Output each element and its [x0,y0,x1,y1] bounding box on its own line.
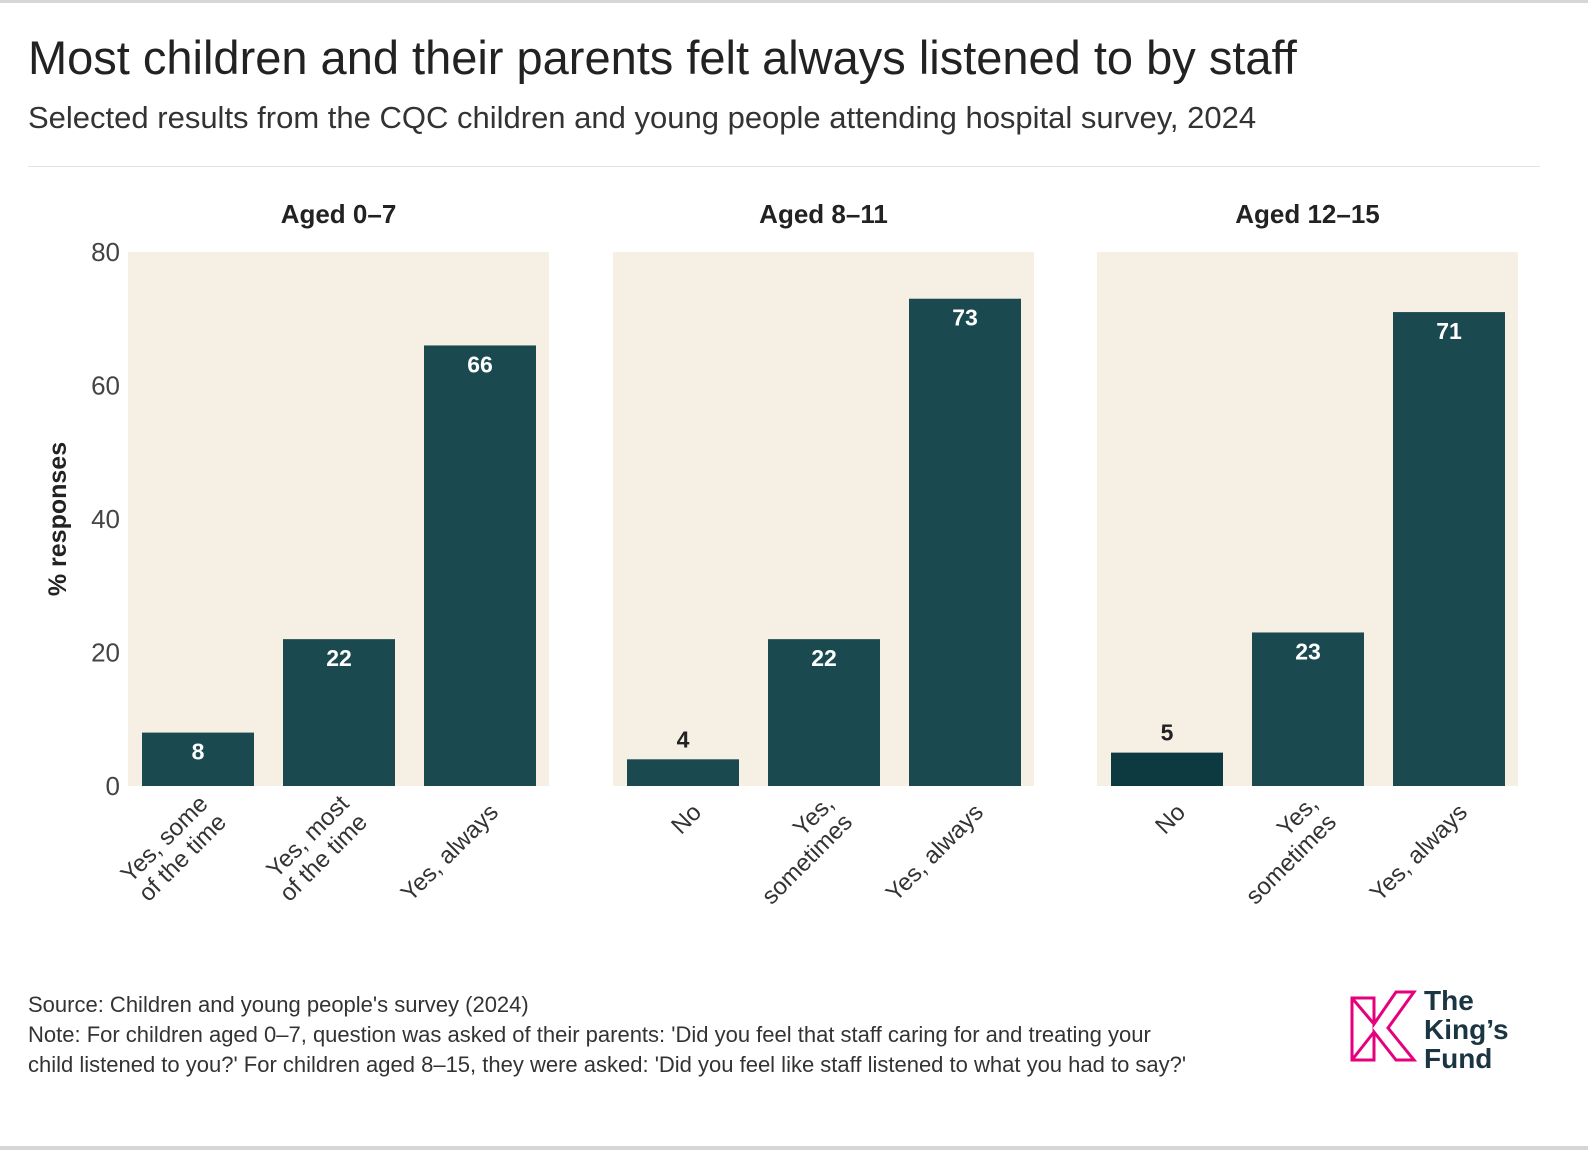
bar [1252,632,1364,786]
data-label: 23 [1295,638,1321,664]
bar [424,345,536,786]
panel-title: Aged 0–7 [281,199,397,229]
bar [1111,752,1223,786]
bar [768,639,880,786]
x-tick-label: Yes, always [396,799,504,907]
y-tick-label: 0 [106,771,120,801]
panel-title: Aged 12–15 [1235,199,1380,229]
chart-title: Most children and their parents felt alw… [28,31,1297,84]
x-tick-label-line: Yes, always [881,799,989,907]
y-tick-label: 20 [91,638,120,668]
bottom-rule [0,1146,1588,1150]
x-tick-label: Yes, mostof the time [256,790,373,907]
panel-title: Aged 8–11 [759,199,888,229]
data-label: 22 [811,645,837,671]
data-label: 5 [1161,720,1174,746]
y-axis-label: % responses [44,442,72,596]
y-tick-label: 60 [91,371,120,401]
bar [909,298,1021,786]
logo-wordmark: The King’s Fund [1424,986,1509,1073]
data-label: 22 [326,645,352,671]
chart-subtitle: Selected results from the CQC children a… [28,100,1257,135]
x-tick-label: Yes, always [881,799,989,907]
bar-chart: 0 20 40 60 80 % responses Aged 0–7 8 Yes, someof… [44,199,1518,910]
logo-line-1: The [1424,985,1474,1016]
data-label: 66 [467,351,493,377]
kings-fund-k-icon [1350,990,1418,1062]
y-tick-label: 40 [91,504,120,534]
data-label: 71 [1436,318,1462,344]
panel-3: Aged 12–15 5 No 23 Yes,sometimes 71 Yes, alway… [1097,199,1518,910]
bar [627,759,739,786]
y-tick-label: 80 [91,237,120,267]
data-label: 8 [192,739,205,765]
x-tick-label-line: No [666,799,707,840]
top-rule [0,0,1588,3]
bar [1393,312,1505,786]
x-tick-label: Yes, someof the time [115,790,232,907]
x-tick-label: Yes,sometimes [1222,790,1342,910]
x-tick-label-line: No [1150,799,1191,840]
x-tick-label-line: Yes, always [396,799,504,907]
kings-fund-logo: The King’s Fund [1348,986,1528,1076]
note-line-2: child listened to you?' For children age… [28,1052,1187,1077]
panel-2: Aged 8–11 4 No 22 Yes,sometimes 73 Yes, always [613,199,1034,910]
data-label: 4 [677,726,690,752]
header-divider [28,166,1540,167]
x-tick-label: No [1150,799,1191,840]
logo-line-3: Fund [1424,1043,1493,1074]
panel-1: Aged 0–7 8 Yes, someof the time 22 Yes, most… [115,199,549,907]
data-label: 73 [952,305,978,331]
note-line-1: Note: For children aged 0–7, question wa… [28,1022,1151,1047]
bar [142,732,254,786]
logo-line-2: King’s [1424,1014,1509,1045]
source-note: Source: Children and young people's surv… [28,992,529,1017]
bar [283,639,395,786]
x-tick-label: Yes,sometimes [738,790,858,910]
x-tick-label: Yes, always [1365,799,1473,907]
x-tick-label-line: Yes, always [1365,799,1473,907]
x-tick-label: No [666,799,707,840]
